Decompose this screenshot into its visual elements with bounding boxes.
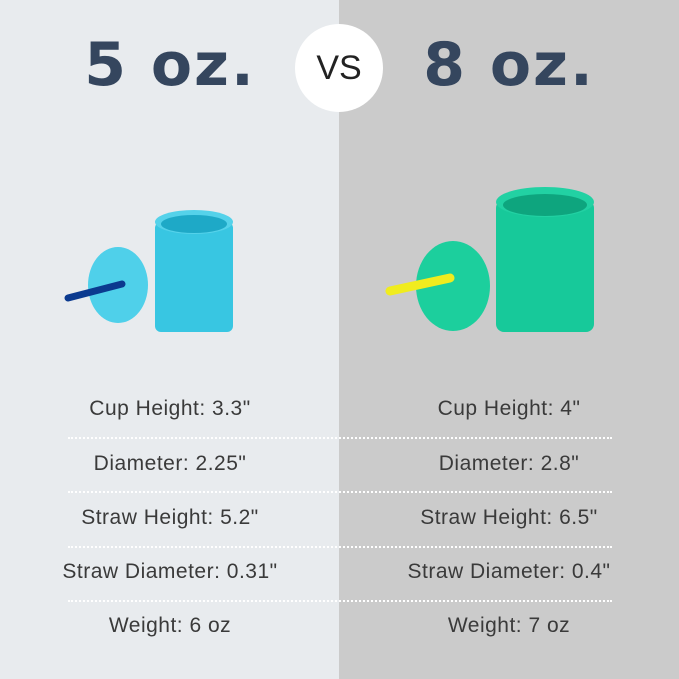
divider <box>68 491 612 493</box>
left-panel <box>0 0 339 679</box>
left-title: 5 oz. <box>84 30 256 100</box>
small-cup <box>64 210 233 332</box>
spec-left-weight: Weight: 6 oz <box>108 614 232 637</box>
spec-left-cup-height: Cup Height: 3.3" <box>89 397 251 420</box>
spec-right-straw-height: Straw Height: 6.5" <box>420 506 598 529</box>
spec-right-diameter: Diameter: 2.8" <box>438 452 580 475</box>
divider <box>68 600 612 602</box>
spec-left-straw-height: Straw Height: 5.2" <box>81 506 259 529</box>
large-cup <box>385 187 594 332</box>
spec-left-diameter: Diameter: 2.25" <box>93 452 247 475</box>
spec-left-straw-diameter: Straw Diameter: 0.31" <box>62 560 278 583</box>
divider <box>68 437 612 439</box>
divider <box>68 546 612 548</box>
spec-right-straw-diameter: Straw Diameter: 0.4" <box>407 560 611 583</box>
right-title: 8 oz. <box>423 30 595 100</box>
right-panel <box>339 0 679 679</box>
spec-right-weight: Weight: 7 oz <box>447 614 571 637</box>
vs-badge: VS <box>295 24 383 112</box>
spec-right-cup-height: Cup Height: 4" <box>437 397 581 420</box>
